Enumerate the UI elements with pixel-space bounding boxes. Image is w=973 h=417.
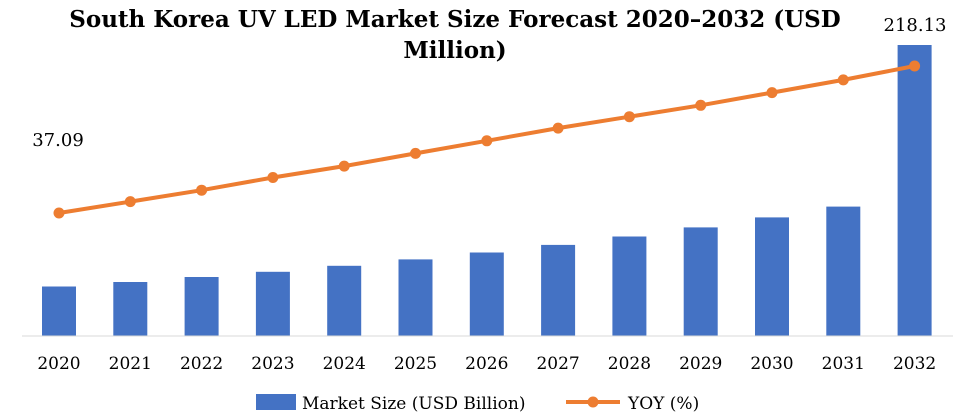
bar-2024 xyxy=(327,265,362,336)
bar-2025 xyxy=(398,259,433,336)
bar-2022 xyxy=(184,277,219,336)
x-tick-2032: 2032 xyxy=(893,354,936,374)
bar-2023 xyxy=(255,271,290,336)
yoy-point-2030 xyxy=(766,87,778,99)
x-tick-2024: 2024 xyxy=(323,354,366,374)
yoy-point-2032 xyxy=(909,60,921,72)
legend: Market Size (USD Billion) YOY (%) xyxy=(256,394,699,414)
bar-2026 xyxy=(469,252,504,336)
bar-2029 xyxy=(683,227,718,336)
bar-2021 xyxy=(113,282,148,336)
bar-2027 xyxy=(541,244,576,336)
x-tick-2027: 2027 xyxy=(536,354,579,374)
yoy-point-2029 xyxy=(695,99,707,111)
chart-title-line-1: South Korea UV LED Market Size Forecast … xyxy=(69,6,841,33)
bar-series xyxy=(42,45,932,336)
bar-2020 xyxy=(42,286,76,336)
yoy-line-series xyxy=(53,60,921,219)
bar-2031 xyxy=(826,206,861,336)
legend-line-marker xyxy=(587,396,599,408)
data-label-2032: 218.13 xyxy=(884,15,947,36)
yoy-point-2024 xyxy=(338,160,350,172)
yoy-point-2022 xyxy=(196,184,208,196)
data-label-2020: 37.09 xyxy=(32,130,84,151)
x-tick-2031: 2031 xyxy=(822,354,865,374)
legend-bar-swatch xyxy=(256,394,296,410)
legend-line-label: YOY (%) xyxy=(627,394,699,414)
x-tick-2021: 2021 xyxy=(109,354,152,374)
bar-2028 xyxy=(612,236,647,336)
legend-bar-label: Market Size (USD Billion) xyxy=(302,394,525,414)
yoy-point-2027 xyxy=(552,122,564,134)
bar-2032 xyxy=(897,45,932,336)
yoy-point-2028 xyxy=(623,111,635,123)
x-tick-2028: 2028 xyxy=(608,354,651,374)
x-axis-tick-labels: 2020 2021 2022 2023 2024 2025 2026 2027 2028 2029… xyxy=(37,354,936,374)
chart-title-line-2: Million) xyxy=(403,37,506,64)
x-tick-2022: 2022 xyxy=(180,354,223,374)
x-tick-2026: 2026 xyxy=(465,354,508,374)
yoy-point-2021 xyxy=(124,196,136,208)
x-tick-2030: 2030 xyxy=(750,354,793,374)
x-tick-2025: 2025 xyxy=(394,354,437,374)
bar-2030 xyxy=(755,217,789,336)
x-tick-2023: 2023 xyxy=(251,354,294,374)
x-tick-2020: 2020 xyxy=(37,354,80,374)
yoy-point-2020 xyxy=(53,207,65,219)
yoy-point-2023 xyxy=(267,172,279,183)
yoy-point-2031 xyxy=(837,74,849,86)
yoy-point-2025 xyxy=(410,147,421,159)
x-tick-2029: 2029 xyxy=(679,354,722,374)
yoy-point-2026 xyxy=(481,135,493,147)
